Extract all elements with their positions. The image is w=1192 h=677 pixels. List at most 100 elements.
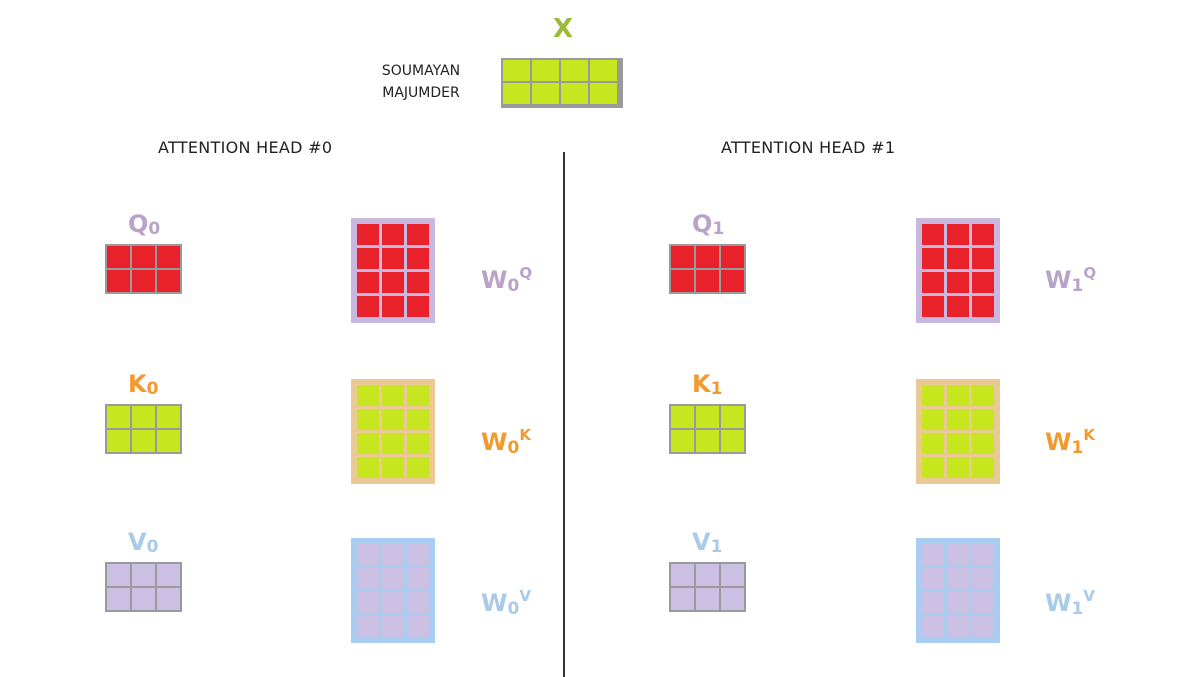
matrix-cell <box>972 568 994 589</box>
matrix-cell <box>696 270 719 292</box>
matrix-cell <box>721 406 744 428</box>
matrix-cell <box>157 270 180 292</box>
v1-label: V1 <box>692 528 723 557</box>
matrix-cell <box>671 588 694 610</box>
matrix-cell <box>922 385 944 406</box>
matrix-cell <box>503 60 530 81</box>
x-symbol: X <box>553 14 574 44</box>
matrix-cell <box>922 568 944 589</box>
matrix-cell <box>947 248 969 269</box>
matrix-cell <box>922 248 944 269</box>
matrix-cell <box>972 296 994 317</box>
matrix-cell <box>947 272 969 293</box>
matrix-cell <box>972 385 994 406</box>
matrix-cell <box>947 616 969 637</box>
matrix-cell <box>157 406 180 428</box>
matrix-cell <box>721 430 744 452</box>
matrix-cell <box>922 296 944 317</box>
matrix-cell <box>382 544 404 565</box>
k0-matrix <box>105 404 182 454</box>
matrix-cell <box>922 616 944 637</box>
matrix-cell <box>590 60 617 81</box>
matrix-cell <box>407 544 429 565</box>
k1-matrix <box>669 404 746 454</box>
w1k-matrix <box>916 379 1000 484</box>
matrix-cell <box>947 385 969 406</box>
matrix-cell <box>972 616 994 637</box>
matrix-cell <box>407 272 429 293</box>
matrix-cell <box>357 544 379 565</box>
matrix-cell <box>407 385 429 406</box>
matrix-cell <box>721 246 744 268</box>
matrix-cell <box>407 296 429 317</box>
matrix-cell <box>132 430 155 452</box>
matrix-cell <box>922 409 944 430</box>
matrix-cell <box>947 592 969 613</box>
matrix-cell <box>696 246 719 268</box>
head-0-title: ATTENTION HEAD #0 <box>158 138 333 157</box>
matrix-cell <box>721 564 744 586</box>
matrix-cell <box>357 272 379 293</box>
matrix-cell <box>947 457 969 478</box>
w1q-matrix <box>916 218 1000 323</box>
matrix-cell <box>107 430 130 452</box>
w1v-matrix <box>916 538 1000 643</box>
matrix-cell <box>382 296 404 317</box>
matrix-cell <box>922 224 944 245</box>
matrix-cell <box>132 588 155 610</box>
matrix-cell <box>972 272 994 293</box>
matrix-cell <box>357 568 379 589</box>
matrix-cell <box>721 588 744 610</box>
matrix-cell <box>922 544 944 565</box>
matrix-cell <box>947 433 969 454</box>
matrix-cell <box>357 248 379 269</box>
w0k-matrix <box>351 379 435 484</box>
matrix-cell <box>696 430 719 452</box>
matrix-cell <box>382 457 404 478</box>
matrix-cell <box>671 406 694 428</box>
matrix-cell <box>132 564 155 586</box>
matrix-cell <box>382 433 404 454</box>
matrix-cell <box>107 564 130 586</box>
w0q-matrix <box>351 218 435 323</box>
matrix-cell <box>132 406 155 428</box>
x-matrix <box>501 58 623 108</box>
matrix-cell <box>157 430 180 452</box>
matrix-cell <box>157 564 180 586</box>
matrix-cell <box>357 296 379 317</box>
matrix-cell <box>357 592 379 613</box>
matrix-cell <box>382 616 404 637</box>
matrix-cell <box>407 409 429 430</box>
k1-label: K1 <box>692 370 723 399</box>
matrix-cell <box>407 433 429 454</box>
matrix-cell <box>503 83 530 104</box>
matrix-cell <box>947 409 969 430</box>
matrix-cell <box>382 272 404 293</box>
matrix-cell <box>407 224 429 245</box>
q1-matrix <box>669 244 746 294</box>
matrix-cell <box>357 433 379 454</box>
matrix-cell <box>107 588 130 610</box>
matrix-cell <box>922 457 944 478</box>
matrix-cell <box>972 457 994 478</box>
matrix-cell <box>590 83 617 104</box>
matrix-cell <box>157 246 180 268</box>
matrix-cell <box>532 60 559 81</box>
matrix-cell <box>972 433 994 454</box>
matrix-cell <box>671 246 694 268</box>
w1q-label: W1Q <box>1045 264 1097 296</box>
matrix-cell <box>382 568 404 589</box>
matrix-cell <box>382 592 404 613</box>
matrix-cell <box>382 224 404 245</box>
matrix-cell <box>561 83 588 104</box>
matrix-cell <box>947 544 969 565</box>
q0-label: Q0 <box>128 210 161 239</box>
matrix-cell <box>357 385 379 406</box>
matrix-cell <box>532 83 559 104</box>
matrix-cell <box>357 409 379 430</box>
matrix-cell <box>696 564 719 586</box>
matrix-cell <box>947 224 969 245</box>
matrix-cell <box>972 409 994 430</box>
w0v-label: W0V <box>481 587 531 619</box>
matrix-cell <box>357 457 379 478</box>
